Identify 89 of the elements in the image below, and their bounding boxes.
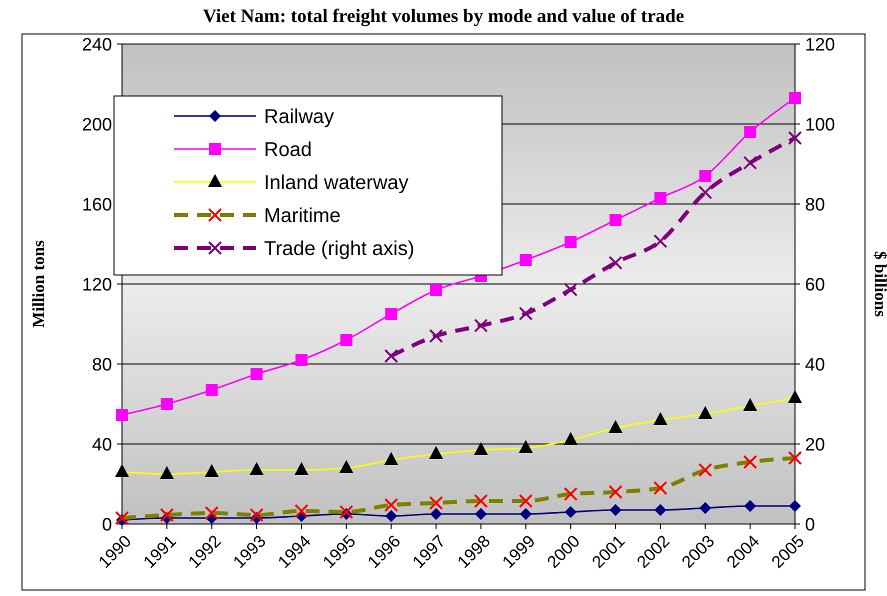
point: [339, 460, 354, 473]
point: [204, 506, 219, 520]
point: [520, 254, 532, 266]
point: [564, 282, 578, 297]
y-tick-label: 160: [82, 194, 112, 214]
point: [204, 464, 219, 477]
y-tick-label: 0: [102, 514, 112, 534]
point: [384, 349, 398, 363]
point: [474, 494, 488, 508]
legend-label: Trade (right axis): [264, 238, 414, 260]
legend-label: Maritime: [264, 205, 341, 227]
point: [788, 390, 802, 403]
point: [429, 496, 444, 510]
point: [474, 508, 487, 520]
point: [744, 500, 756, 512]
point: [384, 452, 398, 465]
point: [385, 308, 398, 320]
point: [294, 504, 308, 518]
y2-tick-label: 40: [805, 354, 826, 374]
point: [789, 92, 801, 104]
y2-tick-label: 0: [805, 514, 816, 534]
point: [206, 384, 218, 396]
y2-axis-title: $ billions: [871, 251, 887, 318]
point: [518, 306, 533, 321]
point: [250, 508, 264, 522]
point: [384, 498, 398, 512]
point: [698, 463, 712, 477]
point: [564, 236, 577, 248]
point: [743, 156, 758, 170]
point: [474, 442, 488, 455]
point: [653, 412, 668, 425]
point: [429, 329, 444, 343]
point: [654, 192, 666, 204]
y-axis-title: Million tons: [29, 240, 48, 328]
point: [160, 508, 174, 522]
point: [743, 398, 758, 411]
point: [653, 481, 668, 495]
point: [788, 451, 802, 465]
point: [699, 502, 712, 514]
point: [340, 334, 352, 346]
point: [608, 256, 623, 270]
point: [654, 504, 666, 516]
point: [294, 462, 308, 475]
y-tick-label: 80: [92, 354, 112, 374]
point: [385, 510, 398, 522]
point: [250, 462, 264, 475]
y-tick-label: 40: [92, 434, 112, 454]
legend-label: Railway: [264, 106, 334, 128]
point: [653, 234, 668, 248]
point: [610, 214, 622, 226]
point: [698, 185, 712, 200]
y2-tick-label: 120: [805, 34, 836, 54]
y-tick-label: 200: [82, 114, 112, 134]
point: [608, 420, 623, 433]
point: [518, 494, 533, 508]
y-tick-label: 120: [82, 274, 112, 294]
point: [520, 508, 532, 520]
point: [430, 284, 442, 296]
point: [518, 440, 533, 453]
point: [698, 406, 712, 419]
point: [250, 368, 263, 380]
legend-label: Road: [264, 139, 312, 161]
y2-tick-label: 60: [805, 274, 826, 294]
point: [430, 508, 442, 520]
point: [788, 131, 802, 145]
point: [160, 466, 174, 479]
legend-label: Inland waterway: [264, 172, 409, 194]
y-tick-label: 240: [82, 34, 112, 54]
point: [474, 318, 488, 333]
point: [699, 170, 712, 182]
point: [160, 398, 173, 410]
point: [115, 511, 129, 525]
point: [564, 506, 577, 518]
point: [429, 446, 444, 459]
point: [610, 504, 622, 516]
point: [789, 500, 801, 512]
chart-title: Viet Nam: total freight volumes by mode and value of trade: [202, 6, 684, 27]
point: [564, 487, 578, 501]
y2-tick-label: 100: [805, 114, 836, 134]
point: [295, 354, 308, 366]
point: [608, 485, 623, 499]
y2-tick-label: 80: [805, 194, 826, 214]
point: [744, 126, 756, 138]
point: [339, 505, 354, 519]
point: [743, 455, 758, 469]
point: [116, 409, 128, 421]
point: [115, 464, 129, 477]
y2-tick-label: 20: [805, 434, 826, 454]
point: [564, 432, 578, 445]
